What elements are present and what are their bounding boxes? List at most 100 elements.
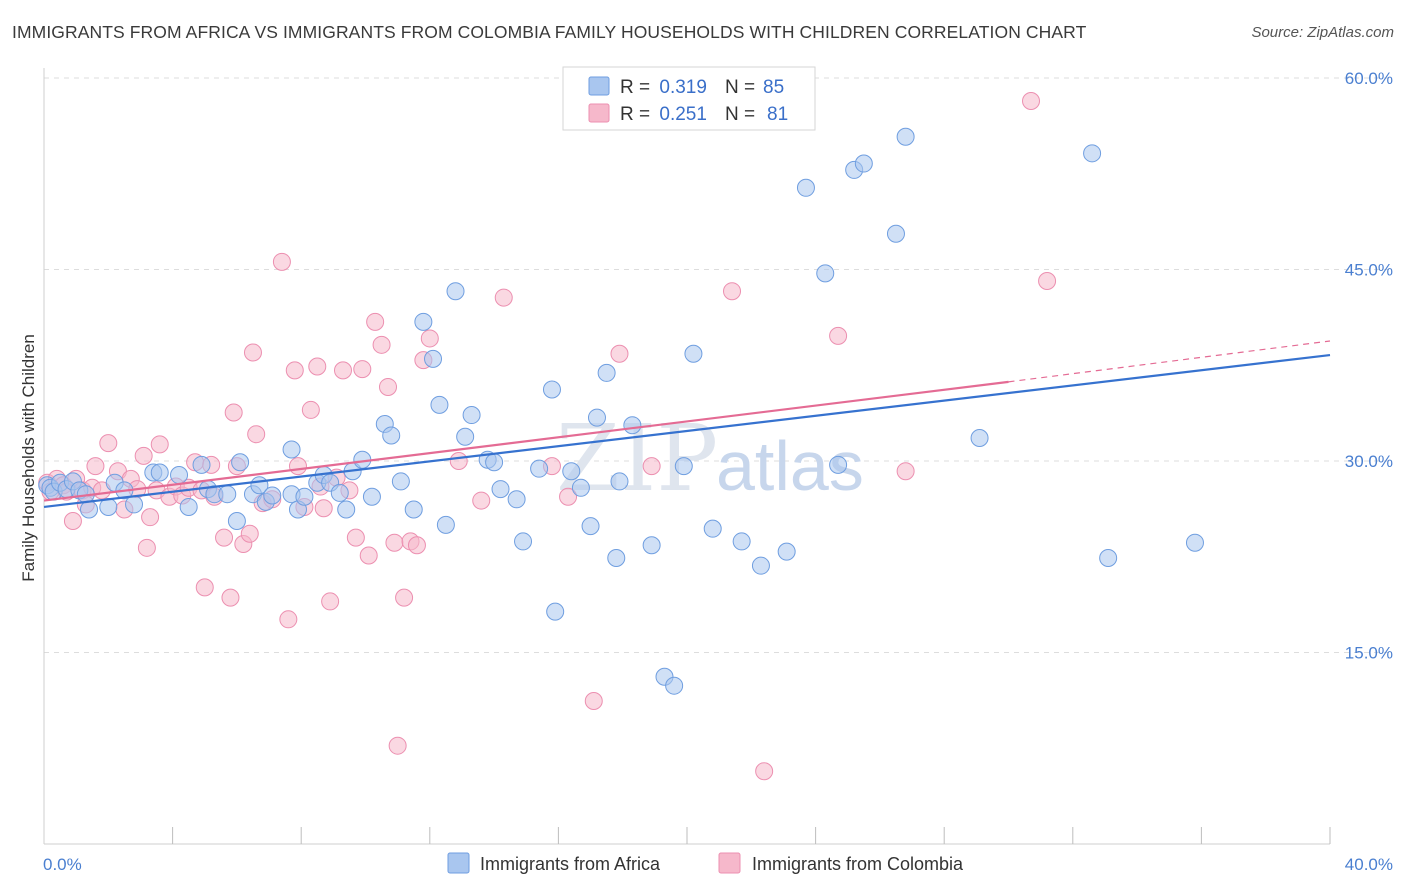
data-point-africa: [1083, 144, 1102, 163]
data-point-colombia: [279, 610, 298, 629]
series-africa-points: [38, 127, 1204, 695]
data-point-colombia: [272, 252, 291, 271]
data-point-africa: [80, 500, 99, 519]
data-point-africa: [854, 154, 873, 173]
data-point-colombia: [134, 446, 153, 465]
legend-r-label-colombia: R =: [620, 104, 655, 125]
data-point-colombia: [99, 434, 118, 453]
data-point-colombia: [359, 546, 378, 565]
data-point-africa: [330, 483, 349, 502]
data-point-colombia: [372, 335, 391, 354]
data-point-africa: [587, 408, 606, 427]
data-point-africa: [436, 515, 455, 534]
data-point-colombia: [723, 282, 742, 301]
data-point-africa: [404, 500, 423, 519]
legend-swatch-africa: [588, 76, 610, 96]
data-point-colombia: [150, 435, 169, 454]
data-point-africa: [829, 455, 848, 474]
data-point-africa: [546, 602, 565, 621]
data-point-colombia: [137, 538, 156, 557]
legend-r-label-africa: R =: [620, 77, 655, 98]
data-point-africa: [530, 459, 549, 478]
legend-row-colombia: R = 0.251 N = 81: [620, 104, 788, 125]
data-point-africa: [485, 453, 504, 472]
data-point-colombia: [247, 425, 266, 444]
data-point-africa: [674, 457, 693, 476]
data-point-africa: [816, 264, 835, 283]
data-point-colombia: [333, 361, 352, 380]
data-point-colombia: [584, 692, 603, 711]
data-point-colombia: [63, 512, 82, 531]
y-tick-label: 60.0%: [1345, 69, 1393, 88]
data-point-colombia: [494, 288, 513, 307]
data-point-africa: [732, 532, 751, 551]
data-point-colombia: [385, 533, 404, 552]
data-point-africa: [581, 517, 600, 536]
data-point-colombia: [288, 457, 307, 476]
data-point-colombia: [755, 762, 774, 781]
legend-row-africa: R = 0.319 N = 85: [620, 77, 784, 98]
data-point-africa: [150, 463, 169, 482]
data-point-africa: [623, 416, 642, 435]
legend-n-value-colombia: 81: [767, 104, 788, 125]
data-point-colombia: [301, 400, 320, 419]
y-tick-label: 30.0%: [1345, 452, 1393, 471]
data-point-africa: [337, 500, 356, 519]
data-point-africa: [507, 490, 526, 509]
bottom-legend-swatch-colombia: [718, 852, 741, 874]
legend-n-label-africa: N =: [725, 77, 760, 98]
data-point-africa: [282, 440, 301, 459]
data-point-colombia: [366, 312, 385, 331]
data-point-colombia: [195, 578, 214, 597]
data-point-colombia: [224, 403, 243, 422]
data-point-africa: [491, 480, 510, 499]
data-point-colombia: [353, 360, 372, 379]
data-point-africa: [295, 487, 314, 506]
data-point-colombia: [407, 536, 426, 555]
data-point-africa: [796, 178, 815, 197]
legend-n-value-africa: 85: [763, 77, 784, 98]
y-tick-labels: 15.0% 30.0% 45.0% 60.0%: [1345, 69, 1393, 663]
data-point-africa: [192, 455, 211, 474]
data-point-africa: [446, 282, 465, 301]
y-tick-label: 45.0%: [1345, 261, 1393, 280]
data-point-africa: [610, 472, 629, 491]
data-point-africa: [642, 536, 661, 555]
data-point-colombia: [388, 736, 407, 755]
legend-n-label-colombia: N =: [725, 104, 760, 125]
data-point-africa: [1099, 549, 1118, 568]
data-point-colombia: [86, 457, 105, 476]
data-point-africa: [179, 497, 198, 516]
data-point-colombia: [221, 588, 240, 607]
data-point-africa: [665, 676, 684, 695]
data-point-colombia: [449, 452, 468, 470]
bottom-legend-label-africa: Immigrants from Africa: [480, 854, 661, 874]
x-tick-label-max: 40.0%: [1345, 855, 1393, 874]
data-point-africa: [263, 486, 282, 505]
data-point-colombia: [321, 592, 340, 611]
data-point-africa: [684, 344, 703, 363]
data-point-colombia: [1022, 91, 1041, 110]
data-point-colombia: [346, 528, 365, 547]
legend-r-value-colombia: 0.251: [659, 104, 707, 125]
data-point-africa: [562, 462, 581, 481]
data-point-colombia: [559, 487, 578, 506]
data-point-africa: [462, 406, 481, 425]
data-point-colombia: [1038, 271, 1057, 290]
data-point-colombia: [896, 462, 915, 481]
data-point-africa: [430, 395, 449, 414]
bottom-legend-label-colombia: Immigrants from Colombia: [752, 854, 964, 874]
trend-lines: [43, 340, 1331, 509]
data-point-colombia: [610, 344, 629, 363]
data-point-africa: [886, 224, 905, 243]
bottom-legend: Immigrants from Africa Immigrants from C…: [447, 852, 964, 874]
data-point-africa: [218, 485, 237, 504]
data-point-africa: [382, 426, 401, 445]
data-point-colombia: [829, 326, 848, 345]
chart-title: IMMIGRANTS FROM AFRICA VS IMMIGRANTS FRO…: [12, 22, 1087, 42]
bottom-legend-swatch-africa: [447, 852, 470, 874]
gridlines: [44, 77, 1393, 653]
data-point-colombia: [215, 528, 234, 547]
data-point-colombia: [243, 343, 262, 362]
data-point-africa: [362, 487, 381, 506]
